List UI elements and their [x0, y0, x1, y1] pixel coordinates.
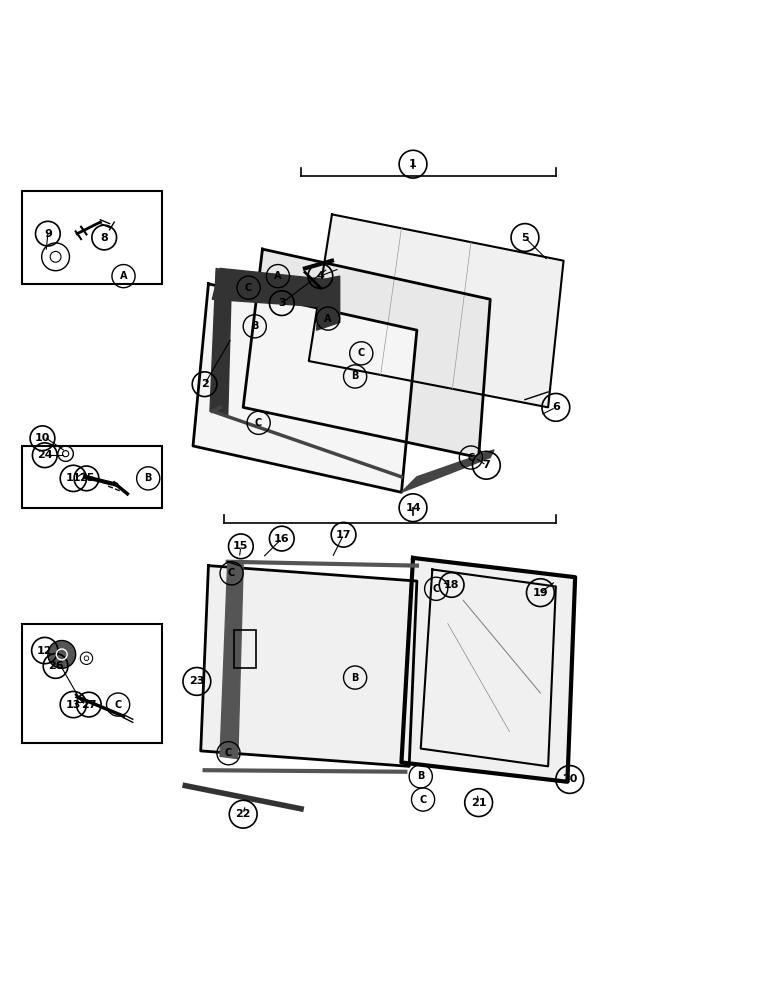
Circle shape: [48, 641, 76, 668]
Text: 19: 19: [533, 588, 548, 598]
Polygon shape: [243, 249, 490, 458]
Text: 13: 13: [66, 700, 81, 710]
Text: 16: 16: [274, 534, 290, 544]
Text: 14: 14: [405, 503, 421, 513]
Polygon shape: [401, 450, 494, 492]
Polygon shape: [193, 284, 417, 492]
Text: A: A: [120, 271, 127, 281]
Text: 25: 25: [79, 473, 94, 483]
Polygon shape: [212, 268, 332, 307]
Text: 21: 21: [471, 798, 486, 808]
Text: A: A: [274, 271, 282, 281]
Text: 26: 26: [48, 661, 63, 671]
Polygon shape: [220, 562, 243, 759]
Polygon shape: [317, 276, 340, 330]
Text: 23: 23: [189, 676, 205, 686]
Text: 3: 3: [278, 298, 286, 308]
Text: A: A: [324, 314, 332, 324]
Text: C: C: [114, 700, 122, 710]
Text: 8: 8: [100, 233, 108, 243]
Text: 6: 6: [552, 402, 560, 412]
Text: B: B: [351, 371, 359, 381]
Text: C: C: [225, 748, 232, 758]
Text: C: C: [432, 584, 440, 594]
Text: B: B: [351, 673, 359, 683]
Text: B: B: [417, 771, 425, 781]
Text: B: B: [251, 321, 259, 331]
Text: C: C: [357, 348, 365, 358]
Text: 12: 12: [37, 646, 52, 656]
Text: C: C: [228, 568, 235, 578]
Text: 24: 24: [37, 450, 52, 460]
Text: 1: 1: [409, 159, 417, 169]
Text: 7: 7: [482, 460, 490, 470]
Text: C: C: [245, 283, 252, 293]
Text: 20: 20: [562, 774, 577, 784]
Text: 10: 10: [35, 433, 50, 443]
Text: C: C: [467, 453, 475, 463]
Polygon shape: [401, 558, 575, 782]
Text: 11: 11: [66, 473, 81, 483]
Text: C: C: [419, 795, 427, 805]
Polygon shape: [201, 566, 417, 766]
Polygon shape: [210, 268, 232, 415]
Text: C: C: [255, 418, 262, 428]
Text: 15: 15: [233, 541, 249, 551]
Text: 2: 2: [201, 379, 208, 389]
Text: 22: 22: [235, 809, 251, 819]
Text: 17: 17: [336, 530, 351, 540]
Text: 9: 9: [44, 229, 52, 239]
Polygon shape: [309, 214, 564, 407]
Text: B: B: [144, 473, 152, 483]
Text: 27: 27: [81, 700, 96, 710]
Text: 5: 5: [521, 233, 529, 243]
Text: 18: 18: [444, 580, 459, 590]
Text: 4: 4: [317, 271, 324, 281]
